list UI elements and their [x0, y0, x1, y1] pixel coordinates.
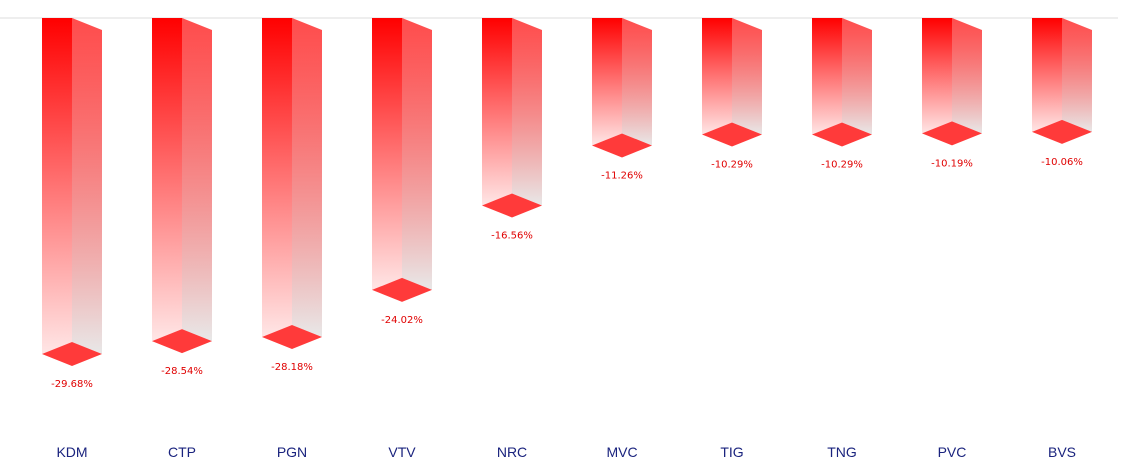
bar-side	[842, 18, 872, 135]
value-label: -10.29%	[711, 159, 753, 170]
bar-side	[1062, 18, 1092, 132]
bar-bottom	[482, 193, 542, 218]
x-tick-label: TNG	[827, 444, 857, 460]
bar-front	[922, 18, 952, 134]
bar-front	[262, 18, 292, 338]
bar-bottom	[372, 277, 432, 302]
bar-front	[702, 18, 732, 135]
x-tick-label: PGN	[277, 444, 307, 460]
bar-side	[512, 18, 542, 206]
value-label: -16.56%	[491, 230, 533, 241]
bar-side	[72, 18, 102, 354]
bar-front	[372, 18, 402, 290]
bar-side	[292, 18, 322, 338]
value-label: -10.19%	[931, 158, 973, 169]
bar-bottom	[262, 325, 322, 350]
bar-bottom	[702, 122, 762, 147]
bar-front	[812, 18, 842, 135]
value-label: -28.54%	[161, 366, 203, 377]
bar-side	[952, 18, 982, 134]
bar-side	[622, 18, 652, 146]
bar-side	[182, 18, 212, 342]
bar-bottom	[42, 342, 102, 366]
x-tick-label: MVC	[606, 444, 637, 460]
bar-bottom	[922, 121, 982, 146]
bar-front	[482, 18, 512, 206]
x-tick-label: PVC	[938, 444, 967, 460]
x-tick-label: CTP	[168, 444, 196, 460]
value-label: -10.06%	[1041, 157, 1083, 168]
x-tick-label: NRC	[497, 444, 527, 460]
bar-bottom	[592, 133, 652, 158]
value-label: -24.02%	[381, 315, 423, 326]
x-tick-label: TIG	[720, 444, 743, 460]
bar-bottom	[152, 329, 212, 354]
bar-side	[732, 18, 762, 135]
bar-front	[1032, 18, 1062, 132]
x-tick-label: BVS	[1048, 444, 1076, 460]
value-label: -28.18%	[271, 362, 313, 373]
bar-side	[402, 18, 432, 290]
x-tick-label: KDM	[56, 444, 87, 460]
value-label: -29.68%	[51, 379, 93, 390]
bar-bottom	[1032, 119, 1092, 144]
value-label: -11.26%	[601, 170, 643, 181]
bar-front	[152, 18, 182, 342]
bar-bottom	[812, 122, 872, 147]
bar-front	[592, 18, 622, 146]
x-tick-label: VTV	[388, 444, 416, 460]
bar-front	[42, 18, 72, 354]
value-label: -10.29%	[821, 159, 863, 170]
